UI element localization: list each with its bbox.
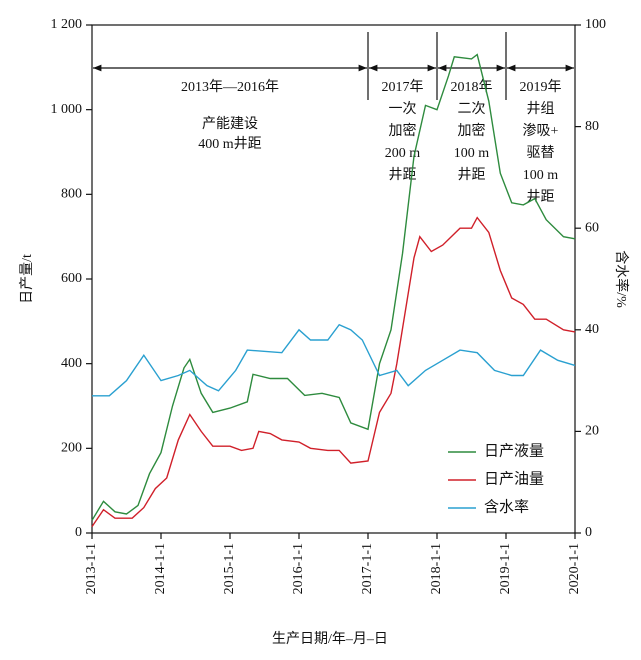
- x-tick-label: 2016-1-1: [291, 543, 306, 594]
- x-tick-label: 2020-1-1: [567, 543, 582, 594]
- legend-label: 日产油量: [484, 470, 544, 487]
- y2-tick-label: 0: [585, 525, 592, 540]
- period-label: 2013年—2016年: [181, 79, 279, 95]
- series-line: [91, 216, 576, 527]
- period-note: 100 m: [454, 146, 490, 161]
- period-note: 井距: [527, 189, 555, 205]
- period-note: 400 m井距: [198, 136, 261, 152]
- y-tick-label: 0: [75, 525, 82, 540]
- series-line: [92, 323, 576, 397]
- period-note: 驱替: [527, 145, 555, 161]
- x-axis-label: 生产日期/年–月–日: [272, 631, 388, 647]
- y-tick-label: 800: [61, 187, 82, 202]
- period-note: 井组: [527, 101, 555, 117]
- y-tick-label: 400: [61, 356, 82, 371]
- y2-tick-label: 60: [585, 220, 599, 235]
- y2-tick-label: 40: [585, 322, 599, 337]
- x-tick-label: 2019-1-1: [498, 543, 513, 594]
- period-note: 一次: [389, 101, 417, 117]
- period-note: 井距: [458, 167, 486, 183]
- x-tick-label: 2017-1-1: [360, 543, 375, 594]
- period-note: 产能建设: [202, 116, 258, 132]
- x-tick-label: 2014-1-1: [153, 543, 168, 594]
- x-tick-label: 2015-1-1: [222, 543, 237, 594]
- series-line: [91, 53, 576, 521]
- period-label: 2018年: [451, 79, 493, 95]
- period-note: 井距: [389, 167, 417, 183]
- period-label: 2017年: [382, 79, 424, 95]
- y2-tick-label: 80: [585, 119, 599, 134]
- legend-label: 含水率: [484, 498, 529, 515]
- y2-tick-label: 100: [585, 17, 606, 32]
- y-tick-label: 1 000: [51, 102, 83, 117]
- period-label: 2019年: [520, 79, 562, 95]
- y-axis-label: 日产量/t: [19, 254, 35, 304]
- period-note: 100 m: [523, 168, 559, 183]
- legend-label: 日产液量: [484, 442, 544, 459]
- x-tick-label: 2018-1-1: [429, 543, 444, 594]
- period-note: 加密: [389, 122, 417, 139]
- period-note: 200 m: [385, 146, 421, 161]
- period-note: 二次: [458, 101, 486, 117]
- y-tick-label: 1 200: [51, 17, 83, 32]
- y2-axis-label: 含水率/%: [613, 250, 630, 308]
- period-note: 加密: [458, 122, 486, 139]
- x-tick-label: 2013-1-1: [84, 543, 99, 594]
- y-tick-label: 200: [61, 441, 82, 456]
- y-tick-label: 600: [61, 271, 82, 286]
- y2-tick-label: 20: [585, 424, 599, 439]
- period-note: 渗吸+: [523, 123, 559, 139]
